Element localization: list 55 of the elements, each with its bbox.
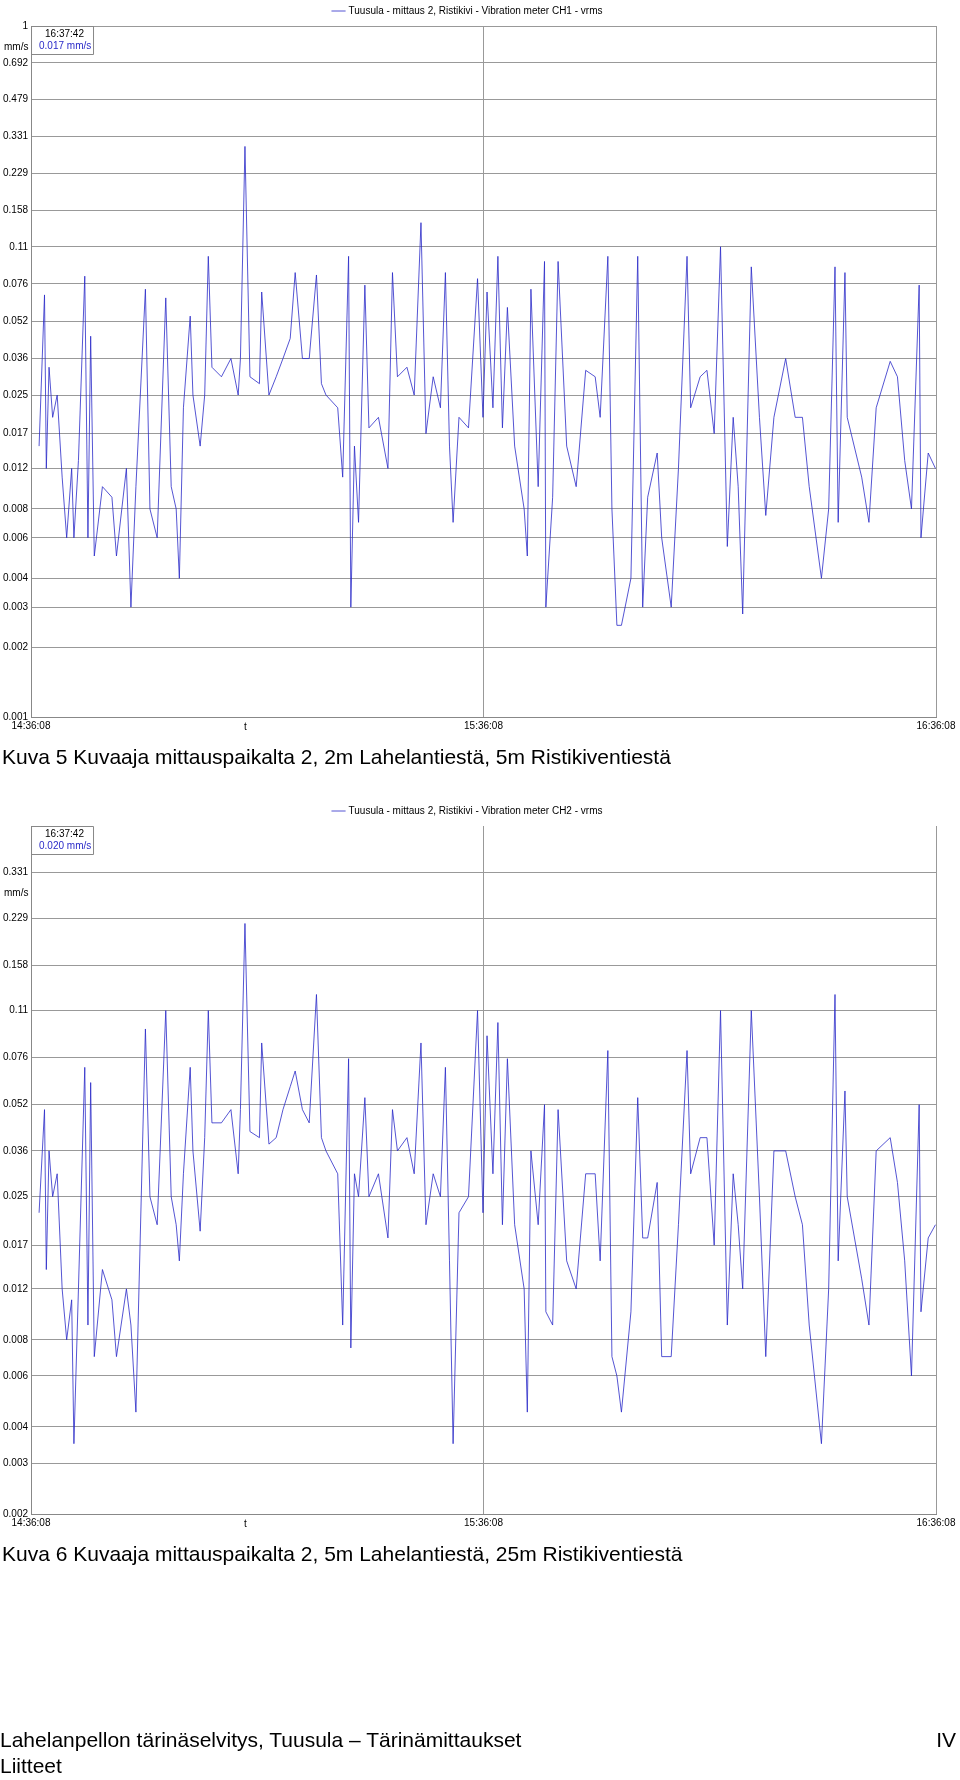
text: Lahelanpellon tärinäselvitys, Tuusula – Tärinämittaukset bbox=[0, 1728, 522, 1752]
y-tick-label: 0.025 bbox=[2, 1190, 29, 1202]
y-tick-label: 0.006 bbox=[2, 531, 29, 543]
y-tick-label: 0.11 bbox=[9, 1004, 29, 1016]
y-tick-label: 0.052 bbox=[2, 315, 29, 327]
annotation: 16:37:42 bbox=[45, 27, 85, 39]
y-tick-label: 0.008 bbox=[2, 502, 29, 514]
y-tick-label: 0.331 bbox=[2, 865, 29, 877]
y-axis-title: mm/s bbox=[4, 886, 29, 898]
x-tick-label: 15:36:08 bbox=[464, 1516, 504, 1528]
y-tick-label: 0.158 bbox=[2, 204, 29, 216]
y-tick-label: 0.158 bbox=[2, 958, 29, 970]
y-tick-label: 0.017 bbox=[2, 427, 29, 439]
y-tick-label: 0.006 bbox=[2, 1369, 29, 1381]
y-tick-label: 0.012 bbox=[2, 462, 29, 474]
y-tick-label: 0.008 bbox=[2, 1333, 29, 1345]
y-tick-label: 0.004 bbox=[2, 1420, 29, 1432]
text: IV bbox=[936, 1728, 956, 1752]
y-tick-label: 0.229 bbox=[2, 912, 29, 924]
y-tick-label: 0.331 bbox=[2, 130, 29, 142]
annotation: 16:37:42 bbox=[45, 827, 85, 839]
text: Liitteet bbox=[0, 1754, 62, 1778]
x-tick-label: 16:36:08 bbox=[916, 719, 956, 731]
y-tick-label: 0.002 bbox=[2, 641, 29, 653]
y-tick-label: 0.692 bbox=[2, 56, 29, 68]
y-tick-label: 0.025 bbox=[2, 388, 29, 400]
y-axis-title: mm/s bbox=[4, 40, 29, 52]
y-tick-label: 0.036 bbox=[2, 352, 29, 364]
legend-label: Tuusula - mittaus 2, Ristikivi - Vibration meter CH2 - vrms bbox=[348, 804, 603, 816]
y-tick-label: 0.036 bbox=[2, 1144, 29, 1156]
text: Kuva 6 Kuvaaja mittauspaikalta 2, 5m Lahelantiestä, 25m Ristikiventiestä bbox=[1, 1542, 683, 1566]
x-tick-label: 14:36:08 bbox=[11, 719, 51, 731]
y-tick-label: 1 bbox=[22, 19, 29, 31]
x-tick-label: 14:36:08 bbox=[11, 1516, 51, 1528]
x-tick-label: 16:36:08 bbox=[916, 1516, 956, 1528]
x-tick-label: 15:36:08 bbox=[464, 719, 504, 731]
y-tick-label: 0.076 bbox=[2, 277, 29, 289]
text: Kuva 5 Kuvaaja mittauspaikalta 2, 2m Lahelantiestä, 5m Ristikiventiestä bbox=[1, 745, 671, 769]
annotation: 0.017 mm/s bbox=[39, 39, 92, 51]
y-tick-label: 0.052 bbox=[2, 1098, 29, 1110]
y-tick-label: 0.017 bbox=[2, 1238, 29, 1250]
y-tick-label: 0.004 bbox=[2, 572, 29, 584]
y-tick-label: 0.003 bbox=[2, 1456, 29, 1468]
y-tick-label: 0.001 bbox=[2, 710, 29, 722]
x-axis-title: t bbox=[244, 1517, 248, 1529]
y-tick-label: 0.076 bbox=[2, 1050, 29, 1062]
annotation: 0.020 mm/s bbox=[39, 839, 92, 851]
legend-label: Tuusula - mittaus 2, Ristikivi - Vibration meter CH1 - vrms bbox=[348, 4, 603, 16]
y-tick-label: 0.229 bbox=[2, 167, 29, 179]
y-tick-label: 0.479 bbox=[2, 93, 29, 105]
y-tick-label: 0.012 bbox=[2, 1282, 29, 1294]
y-tick-label: 0.003 bbox=[2, 600, 29, 612]
y-tick-label: 0.11 bbox=[9, 240, 29, 252]
y-tick-label: 0.002 bbox=[2, 1507, 29, 1519]
x-axis-title: t bbox=[244, 720, 248, 732]
